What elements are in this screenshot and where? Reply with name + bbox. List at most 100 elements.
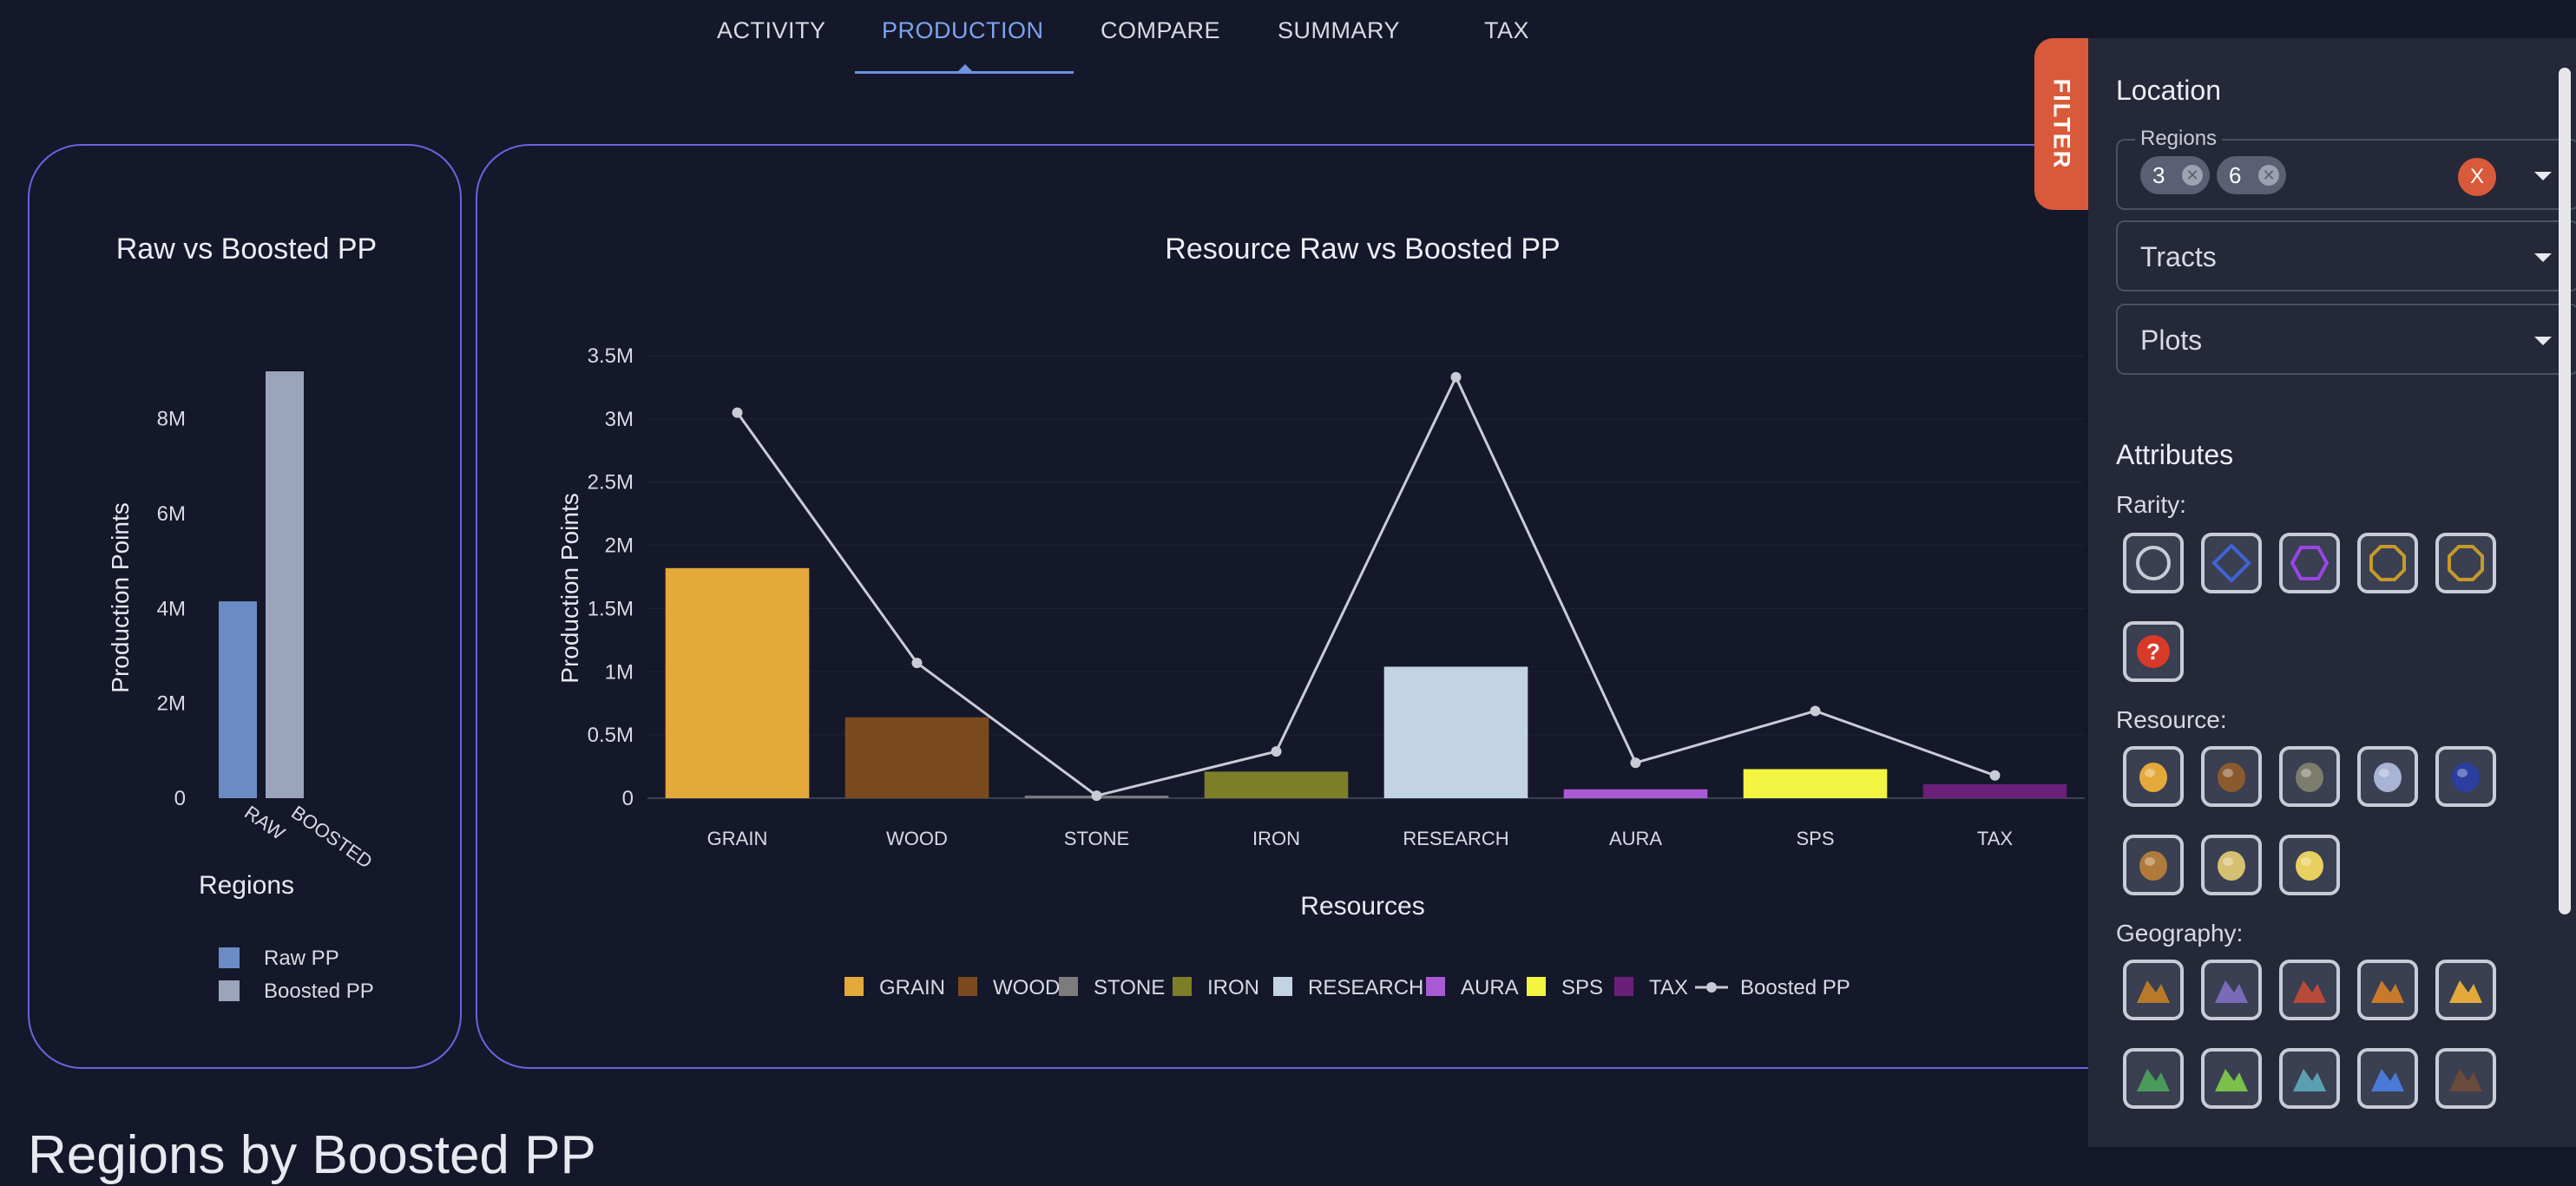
y-tick-label: 3.5M [588,344,634,368]
legend-swatch [219,947,240,968]
attributes-heading: Attributes [2116,439,2234,470]
boosted-pp-point [1450,371,1462,383]
sidebar-scrollbar[interactable] [2559,68,2571,914]
research-icon[interactable] [2123,835,2184,895]
clear-regions-button[interactable]: X [2458,158,2496,196]
region-chip[interactable]: 3 ✕ [2140,156,2210,194]
legend-label: AURA [1461,976,1519,999]
y-tick-label: 0.5M [588,724,634,747]
wood-icon[interactable] [2201,746,2262,807]
y-tick-label: 2M [605,534,634,558]
legend-label: STONE [1094,976,1165,999]
canyon-icon[interactable] [2357,960,2418,1020]
chip-remove-icon[interactable]: ✕ [2258,165,2279,186]
x-tick-label: TAX [1977,828,2013,849]
legend-swatch [1273,977,1292,996]
caldera-icon[interactable] [2279,960,2340,1020]
legend-label: GRAIN [879,976,945,999]
tab-compare[interactable]: COMPARE [1101,17,1221,43]
boosted-pp-point [1810,705,1821,717]
legend-swatch [844,977,864,996]
sps-icon[interactable] [2201,835,2262,895]
legend-swatch [958,977,977,996]
tab-summary[interactable]: SUMMARY [1278,17,1401,43]
legend-label: IRON [1207,976,1259,999]
bar-wood [844,717,989,798]
x-tick-label: RESEARCH [1403,828,1508,849]
x-tick-label: WOOD [886,828,948,849]
epic-hexagon-icon[interactable] [2279,533,2340,593]
mythic-octagon-icon[interactable] [2435,533,2496,593]
legendary-octagon-icon[interactable] [2357,533,2418,593]
resource-raw-vs-boosted-chart: Resource Raw vs Boosted PP 0 0.5M 1M 1.5M 2M 2… [556,233,2085,999]
x-tick-label: RAW [240,802,289,845]
grain-icon[interactable] [2123,746,2184,807]
tax-icon[interactable] [2279,835,2340,895]
bar-iron [1204,771,1349,798]
y-tick-label: 1.5M [588,597,634,620]
tab-tax[interactable]: TAX [1484,17,1530,43]
x-axis-label: Regions [199,871,294,900]
rare-diamond-icon[interactable] [2201,533,2262,593]
tab-production[interactable]: PRODUCTION [882,17,1044,43]
x-tick-label: SPS [1796,828,1834,849]
chevron-down-icon[interactable] [2534,253,2552,262]
y-tick-label: 2M [157,692,186,716]
bar-tax [1922,783,2067,798]
region-chip[interactable]: 6 ✕ [2217,156,2286,194]
lake-icon[interactable] [2357,1048,2418,1109]
boosted-pp-point [1989,770,2001,781]
jungle-icon[interactable] [2279,1048,2340,1109]
x-tick-label: STONE [1064,828,1129,849]
regions-by-boosted-heading: Regions by Boosted PP [28,1125,596,1185]
legend-label: TAX [1649,976,1688,999]
raw-vs-boosted-chart: Raw vs Boosted PP 0 2M 4M 6M 8M Production Poi… [107,233,377,1003]
bar-grain [665,567,810,798]
tracts-select[interactable]: Tracts [2116,220,2576,292]
bog-icon[interactable] [2201,960,2262,1020]
svg-text:?: ? [2146,639,2160,665]
region-chip-label: 3 [2152,162,2165,188]
top-nav: ACTIVITY PRODUCTION COMPARE SUMMARY TAX [0,0,2576,78]
badlands-icon[interactable] [2123,960,2184,1020]
iron-icon[interactable] [2357,746,2418,807]
desert-icon[interactable] [2435,960,2496,1020]
unknown-question-icon[interactable]: ? [2123,621,2184,682]
resource-label: Resource: [2116,706,2227,733]
tab-activity[interactable]: ACTIVITY [717,17,826,43]
rarity-label: Rarity: [2116,491,2186,518]
bar-boosted [266,371,304,798]
x-tick-label: BOOSTED [287,802,376,873]
legend-label: WOOD [993,976,1060,999]
filter-toggle-tab[interactable]: FILTER [2034,38,2088,210]
boosted-pp-point [911,658,923,669]
chevron-down-icon[interactable] [2534,337,2552,345]
hills-icon[interactable] [2201,1048,2262,1109]
plots-placeholder: Plots [2140,324,2203,356]
plots-select[interactable]: Plots [2116,304,2576,375]
x-tick-label: IRON [1252,828,1300,849]
chart-title: Resource Raw vs Boosted PP [1165,233,1560,265]
forest-icon[interactable] [2123,1048,2184,1109]
y-tick-label: 4M [157,597,186,620]
boosted-pp-line [736,374,1996,797]
boosted-pp-point [1091,790,1102,802]
chevron-down-icon[interactable] [2534,172,2552,180]
chip-remove-icon[interactable]: ✕ [2182,165,2203,186]
stone-icon[interactable] [2279,746,2340,807]
y-tick-label: 0 [174,787,186,810]
regions-select[interactable]: Regions 3 ✕ 6 ✕ X [2116,127,2576,210]
common-circle-icon[interactable] [2123,533,2184,593]
y-axis-label: Production Points [107,502,134,692]
mountain-icon[interactable] [2435,1048,2496,1109]
legend-swatch [1426,977,1445,996]
x-axis-label: Resources [1300,892,1424,921]
aura-icon[interactable] [2435,746,2496,807]
legend-label: Raw PP [264,947,339,970]
bar-aura [1563,789,1708,798]
boosted-pp-point [1271,746,1282,757]
regions-label: Regions [2135,127,2223,151]
bar-sps [1743,769,1888,798]
active-tab-underline [855,71,1074,74]
legend-swatch [1173,977,1192,996]
